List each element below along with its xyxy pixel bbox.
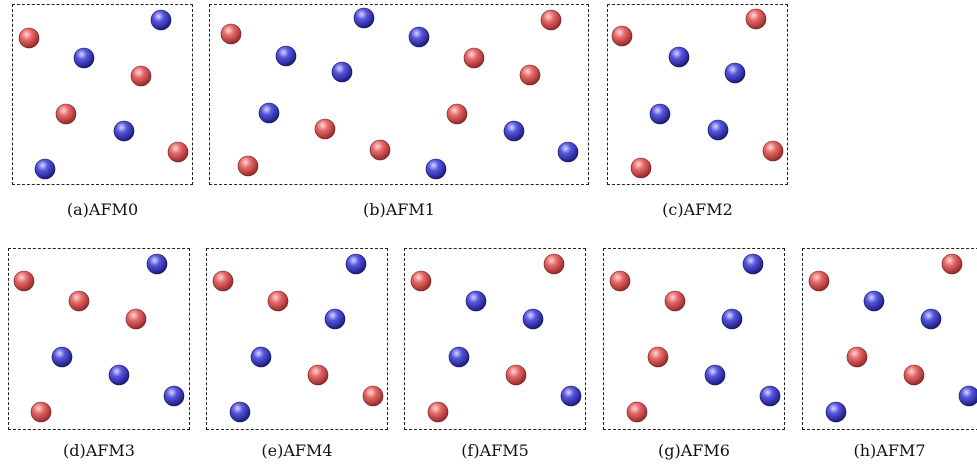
- spin-up-atom-f-0: [410, 270, 432, 292]
- caption-e: (e)AFM4: [261, 441, 333, 460]
- panel-g-frame: [603, 248, 785, 430]
- spin-up-atom-b-6: [463, 47, 485, 69]
- spin-down-atom-a-1: [150, 9, 172, 31]
- spin-up-atom-h-4: [846, 346, 868, 368]
- spin-down-atom-b-15: [425, 158, 447, 180]
- spin-down-atom-f-4: [448, 346, 470, 368]
- spin-down-atom-d-1: [146, 253, 168, 275]
- spin-up-atom-b-14: [237, 155, 259, 177]
- spin-up-atom-c-6: [762, 140, 784, 162]
- spin-down-atom-g-5: [704, 364, 726, 386]
- spin-up-atom-b-0: [220, 23, 242, 45]
- spin-down-atom-f-3: [522, 308, 544, 330]
- caption-a: (a)AFM0: [66, 200, 139, 219]
- spin-down-atom-b-4: [275, 45, 297, 67]
- spin-down-atom-c-4: [649, 103, 671, 125]
- spin-up-atom-b-12: [369, 139, 391, 161]
- panel-d-frame: [8, 248, 190, 430]
- spin-down-atom-b-11: [503, 120, 525, 142]
- spin-down-atom-g-1: [742, 253, 764, 275]
- panel-a-frame: [12, 4, 193, 185]
- spin-down-atom-e-1: [345, 253, 367, 275]
- spin-up-atom-d-7: [30, 401, 52, 423]
- spin-down-atom-a-7: [34, 158, 56, 180]
- panel-f-frame: [404, 248, 586, 430]
- spin-down-atom-h-7: [825, 401, 847, 423]
- spin-up-atom-c-7: [630, 157, 652, 179]
- caption-b: (b)AFM1: [363, 200, 435, 219]
- spin-down-atom-g-3: [721, 308, 743, 330]
- spin-up-atom-g-4: [647, 346, 669, 368]
- spin-up-atom-b-3: [540, 9, 562, 31]
- spin-down-atom-b-2: [408, 26, 430, 48]
- spin-up-atom-e-2: [267, 290, 289, 312]
- spin-down-atom-c-5: [707, 119, 729, 141]
- spin-down-atom-f-2: [465, 290, 487, 312]
- caption-f: (f)AFM5: [461, 441, 529, 460]
- spin-up-atom-c-0: [611, 25, 633, 47]
- spin-down-atom-e-3: [324, 308, 346, 330]
- spin-up-atom-d-0: [13, 270, 35, 292]
- spin-up-atom-e-6: [362, 385, 384, 407]
- spin-down-atom-h-3: [920, 308, 942, 330]
- caption-g: (g)AFM6: [658, 441, 730, 460]
- spin-up-atom-g-2: [664, 290, 686, 312]
- caption-c: (c)AFM2: [662, 200, 733, 219]
- spin-up-atom-a-0: [18, 27, 40, 49]
- spin-down-atom-g-6: [759, 385, 781, 407]
- spin-up-atom-f-1: [543, 253, 565, 275]
- spin-up-atom-c-1: [745, 8, 767, 30]
- spin-down-atom-d-5: [108, 364, 130, 386]
- spin-down-atom-f-6: [560, 385, 582, 407]
- spin-up-atom-h-5: [903, 364, 925, 386]
- spin-up-atom-e-0: [212, 270, 234, 292]
- spin-down-atom-h-6: [958, 385, 977, 407]
- spin-down-atom-d-6: [163, 385, 185, 407]
- spin-up-atom-h-1: [941, 253, 963, 275]
- spin-down-atom-e-7: [229, 401, 251, 423]
- spin-down-atom-c-2: [668, 46, 690, 68]
- spin-up-atom-g-0: [609, 270, 631, 292]
- spin-up-atom-e-5: [307, 364, 329, 386]
- spin-down-atom-a-5: [113, 120, 135, 142]
- caption-d: (d)AFM3: [63, 441, 135, 460]
- spin-up-atom-a-3: [130, 65, 152, 87]
- spin-up-atom-a-4: [55, 103, 77, 125]
- spin-up-atom-f-5: [505, 364, 527, 386]
- spin-up-atom-h-0: [808, 270, 830, 292]
- panel-c-frame: [607, 4, 788, 185]
- spin-down-atom-h-2: [863, 290, 885, 312]
- panel-h-frame: [802, 248, 977, 430]
- spin-down-atom-a-2: [73, 47, 95, 69]
- spin-up-atom-b-9: [446, 103, 468, 125]
- spin-down-atom-b-5: [331, 61, 353, 83]
- spin-up-atom-b-7: [519, 64, 541, 86]
- spin-up-atom-f-7: [427, 401, 449, 423]
- spin-down-atom-b-13: [557, 141, 579, 163]
- spin-down-atom-b-1: [353, 7, 375, 29]
- spin-down-atom-b-8: [258, 102, 280, 124]
- spin-up-atom-g-7: [626, 401, 648, 423]
- spin-up-atom-b-10: [314, 118, 336, 140]
- spin-down-atom-d-4: [51, 346, 73, 368]
- spin-down-atom-c-3: [724, 62, 746, 84]
- spin-up-atom-a-6: [167, 141, 189, 163]
- panel-e-frame: [206, 248, 388, 430]
- spin-down-atom-e-4: [250, 346, 272, 368]
- spin-up-atom-d-3: [125, 308, 147, 330]
- caption-h: (h)AFM7: [853, 441, 926, 460]
- panel-b-frame: [209, 4, 589, 185]
- spin-up-atom-d-2: [68, 290, 90, 312]
